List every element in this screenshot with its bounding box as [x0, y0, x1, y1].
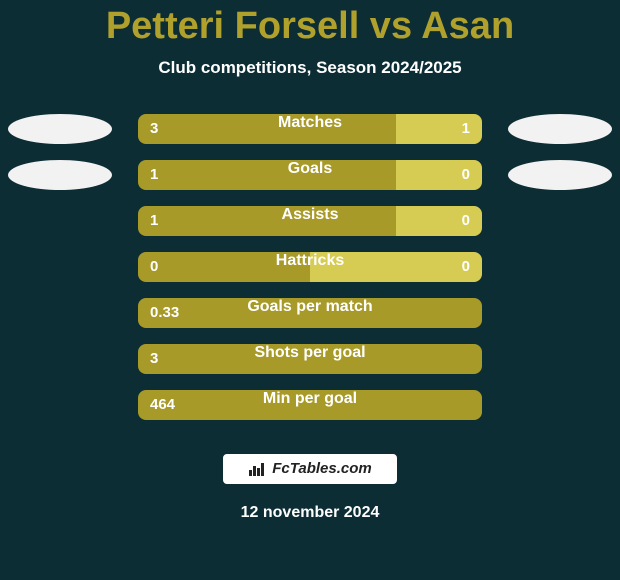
stat-bar: 0.33Goals per match [138, 298, 482, 328]
stat-bar: 31Matches [138, 114, 482, 144]
bar-right-segment: 0 [310, 252, 482, 282]
comparison-infographic: Petteri Forsell vs Asan Club competition… [0, 0, 620, 580]
bar-left-segment: 1 [138, 206, 396, 236]
page-title: Petteri Forsell vs Asan [0, 0, 620, 48]
stat-row: 10Goals [0, 152, 620, 198]
stat-row: 0.33Goals per match [0, 290, 620, 336]
value-left: 3 [138, 120, 158, 137]
value-right: 0 [462, 166, 482, 183]
title-right: Asan [421, 5, 514, 47]
bar-left-segment: 3 [138, 114, 396, 144]
bar-right-segment: 1 [396, 114, 482, 144]
comparison-bars: 31Matches10Goals10Assists00Hattricks0.33… [0, 106, 620, 428]
stat-row: 00Hattricks [0, 244, 620, 290]
brand-text: FcTables.com [272, 460, 371, 477]
stat-row: 10Assists [0, 198, 620, 244]
title-left: Petteri Forsell [106, 5, 359, 47]
stat-bar: 10Assists [138, 206, 482, 236]
subtitle: Club competitions, Season 2024/2025 [0, 58, 620, 78]
bar-left-segment: 1 [138, 160, 396, 190]
stat-bar: 00Hattricks [138, 252, 482, 282]
stat-row: 3Shots per goal [0, 336, 620, 382]
value-left: 1 [138, 212, 158, 229]
stat-row: 464Min per goal [0, 382, 620, 428]
title-vs: vs [359, 5, 421, 47]
player-avatar-right [508, 160, 612, 190]
player-avatar-left [8, 160, 112, 190]
bar-left-segment: 0.33 [138, 298, 482, 328]
bar-right-segment: 0 [396, 206, 482, 236]
value-right: 1 [462, 120, 482, 137]
value-right: 0 [462, 212, 482, 229]
stat-bar: 3Shots per goal [138, 344, 482, 374]
player-avatar-right [508, 114, 612, 144]
bar-left-segment: 0 [138, 252, 310, 282]
value-left: 3 [138, 350, 158, 367]
stat-row: 31Matches [0, 106, 620, 152]
player-avatar-left [8, 114, 112, 144]
bar-left-segment: 3 [138, 344, 482, 374]
bar-chart-icon [248, 461, 266, 477]
bar-right-segment: 0 [396, 160, 482, 190]
date-text: 12 november 2024 [0, 504, 620, 522]
value-left: 1 [138, 166, 158, 183]
value-left: 0.33 [138, 304, 179, 321]
value-right: 0 [462, 258, 482, 275]
value-left: 464 [138, 396, 175, 413]
stat-bar: 464Min per goal [138, 390, 482, 420]
bar-left-segment: 464 [138, 390, 482, 420]
brand-badge: FcTables.com [221, 452, 399, 486]
value-left: 0 [138, 258, 158, 275]
stat-bar: 10Goals [138, 160, 482, 190]
